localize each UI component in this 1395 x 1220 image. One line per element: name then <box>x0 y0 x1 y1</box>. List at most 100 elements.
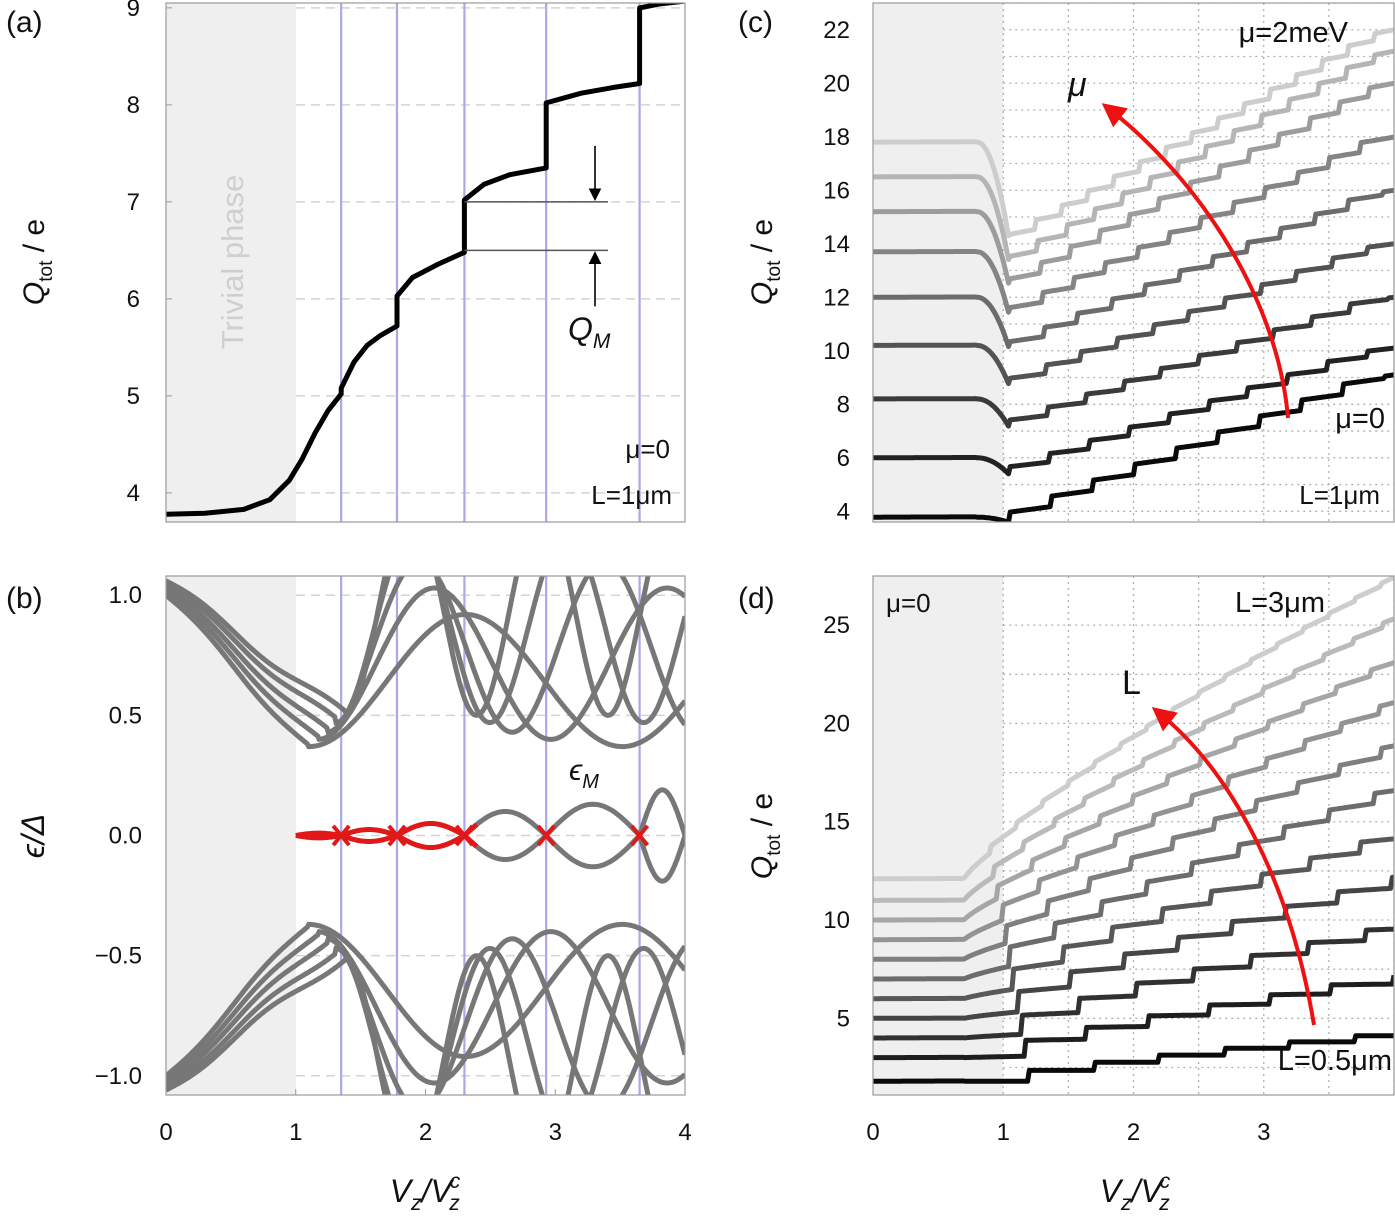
series-L6 <box>873 788 1394 982</box>
panel-b-xlabel: Vz/Vc z <box>390 1170 461 1215</box>
panel-b-label: (b) <box>6 582 43 615</box>
energy-band <box>166 936 685 1095</box>
panel-d-gridlines <box>1002 576 1394 1095</box>
panel-a-qm-annotation <box>464 145 608 307</box>
panel-a-frame <box>165 2 686 523</box>
panel-c-mu-bottom: μ=0 <box>1335 403 1385 435</box>
majorana-crossing <box>454 824 474 847</box>
y-tick-label: 4 <box>127 480 140 507</box>
panel-c-arrow <box>1101 103 1290 419</box>
panel-c: 4 6 8 10 12 14 16 18 20 22 (c) Qtot / e μ=2meV μ=… <box>738 2 1395 526</box>
series-L8 <box>873 700 1394 943</box>
panel-d-arrow-label: L <box>1122 664 1141 702</box>
panel-d-xlabel: Vz/Vc z <box>1100 1170 1171 1215</box>
panel-b: −1.0 −0.5 0.0 0.5 1.0 0 1 2 3 4 (b) ϵ/Δ ϵM Vz/Vc… <box>6 575 692 1215</box>
panel-a-trivial-label: Trivial phase <box>215 175 250 350</box>
majorana-crossing <box>387 824 407 847</box>
panel-a-label: (a) <box>6 6 43 39</box>
panel-a-ylabel: Qtot / e <box>18 219 57 305</box>
y-tick-label: 5 <box>837 1005 850 1032</box>
series-L3 <box>873 926 1394 1041</box>
panel-a-qm-label: QM <box>568 311 611 353</box>
energy-band <box>166 921 685 1078</box>
panel-a-gridlines <box>296 7 685 494</box>
series-L7 <box>873 743 1394 962</box>
y-tick-label: 1.0 <box>109 582 142 609</box>
majorana-mode-oscillation <box>462 801 685 884</box>
panel-b-eps-label: ϵM <box>569 754 599 793</box>
panel-d-label: (d) <box>738 582 775 615</box>
y-tick-label: 25 <box>823 612 850 639</box>
y-tick-label: 9 <box>127 0 140 22</box>
panel-d-L-top: L=3μm <box>1235 587 1325 619</box>
majorana-crossing <box>536 824 556 847</box>
series-L10 <box>873 616 1394 903</box>
y-tick-label: 6 <box>127 286 140 313</box>
majorana-mode-oscillation <box>462 787 685 870</box>
panel-b-majorana-modes <box>295 787 685 884</box>
y-tick-label: 22 <box>823 17 850 44</box>
x-tick-label: 2 <box>1127 1119 1140 1146</box>
y-tick-label: −1.0 <box>95 1063 142 1090</box>
x-tick-label: 3 <box>1257 1119 1270 1146</box>
panel-c-series <box>873 27 1394 522</box>
panel-b-x-ticks: 0 1 2 3 4 <box>159 1089 692 1146</box>
energy-band <box>166 945 685 1095</box>
panel-d-arrow <box>1151 706 1316 1026</box>
panel-c-L-label: L=1μm <box>1299 480 1380 510</box>
y-tick-label: 8 <box>837 391 850 418</box>
series-μ5 <box>873 187 1394 350</box>
series-L4 <box>873 874 1394 1021</box>
y-tick-label: 7 <box>127 189 140 216</box>
series-L=0.5μm <box>873 1033 1394 1084</box>
panel-c-trivial-region <box>873 3 1003 522</box>
panel-c-label: (c) <box>738 6 773 39</box>
y-tick-label: 14 <box>823 231 850 258</box>
panel-a-vertical-lines <box>340 3 641 522</box>
y-tick-label: 6 <box>837 445 850 472</box>
majorana-mode-zero-energy <box>295 822 479 850</box>
energy-band <box>166 929 685 1086</box>
series-μ8 <box>873 48 1394 262</box>
y-tick-label: 18 <box>823 124 850 151</box>
panel-c-arrow-label: μ <box>1067 66 1087 104</box>
y-tick-label: 0.0 <box>109 823 142 850</box>
majorana-mode-zero-energy <box>295 821 479 849</box>
energy-band <box>166 585 685 742</box>
panel-a-L-label: L=1μm <box>591 480 672 510</box>
energy-band <box>166 576 651 719</box>
panel-a-series <box>166 3 685 517</box>
series-L9 <box>873 660 1394 923</box>
x-tick-label: 2 <box>419 1119 432 1146</box>
panel-a: 4 5 6 7 8 9 (a) Qtot / e Trivial phase μ=0 L=… <box>6 0 686 523</box>
y-tick-label: 10 <box>823 907 850 934</box>
panel-d: 5 10 15 20 25 0 1 2 3 (d) Qtot / e μ=0 L=3μm L=… <box>738 575 1395 1215</box>
energy-band <box>166 576 685 726</box>
series-μ=0 <box>873 372 1394 522</box>
panel-c-y-ticks: 4 6 8 10 12 14 16 18 20 22 <box>823 17 850 526</box>
panel-d-x-ticks: 0 1 2 3 <box>866 1119 1270 1146</box>
panel-a-y-ticks: 4 5 6 7 8 9 <box>127 0 172 507</box>
y-tick-label: 4 <box>837 498 850 525</box>
series-μ3 <box>873 294 1394 429</box>
y-tick-label: 20 <box>823 710 850 737</box>
panel-a-mu-label: μ=0 <box>625 434 670 464</box>
series-L=3μm <box>873 576 1394 882</box>
x-tick-label: 0 <box>866 1119 879 1146</box>
panel-a-trivial-region <box>166 3 296 522</box>
panel-d-trivial-region <box>873 576 1003 1095</box>
panel-d-ylabel: Qtot / e <box>746 793 785 879</box>
energy-band <box>166 952 651 1095</box>
panel-d-mu-label: μ=0 <box>886 588 931 618</box>
panel-c-frame <box>872 2 1395 523</box>
y-tick-label: 8 <box>127 92 140 119</box>
series-μ6 <box>873 134 1394 315</box>
y-tick-label: −0.5 <box>95 943 142 970</box>
y-tick-label: 10 <box>823 338 850 365</box>
x-tick-label: 1 <box>289 1119 302 1146</box>
panel-c-mu-top: μ=2meV <box>1239 17 1349 49</box>
panel-d-y-ticks: 5 10 15 20 25 <box>823 612 850 1032</box>
panel-b-y-ticks: −1.0 −0.5 0.0 0.5 1.0 <box>95 582 142 1090</box>
y-tick-label: 5 <box>127 383 140 410</box>
